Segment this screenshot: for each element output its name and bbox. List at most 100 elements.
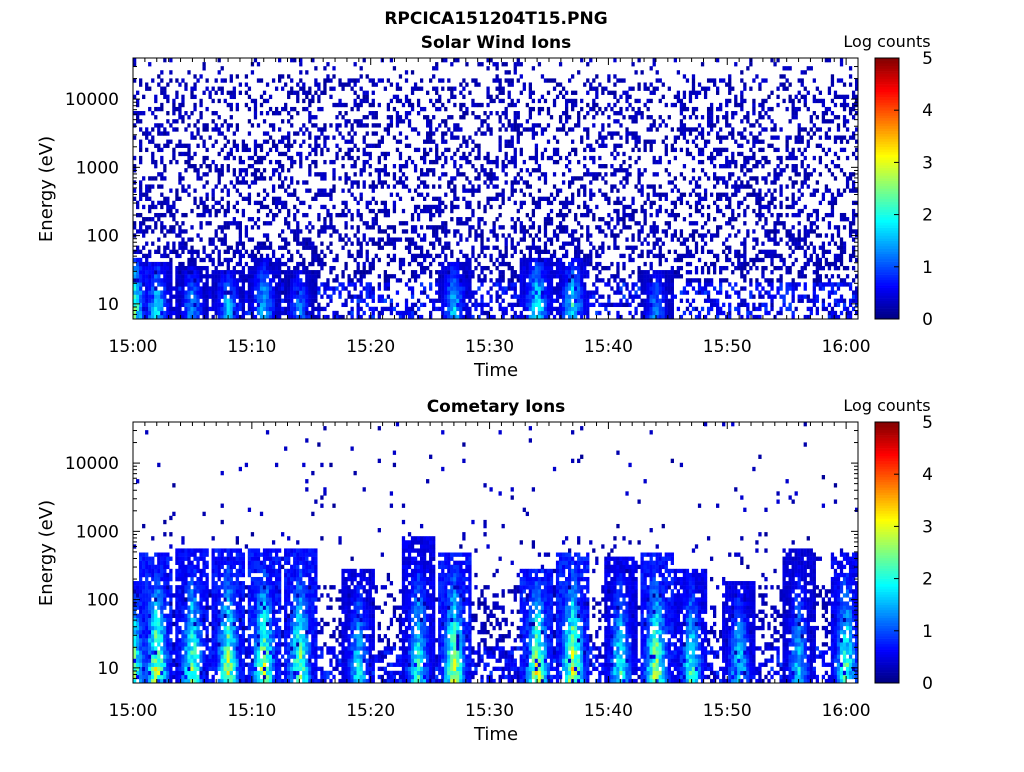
heatmap-cell [534, 290, 539, 295]
heatmap-cell [679, 265, 684, 271]
heatmap-cell [685, 106, 690, 112]
heatmap-cell [250, 249, 255, 254]
heatmap-cell [178, 106, 182, 112]
heatmap-cell [432, 74, 436, 79]
heatmap-cell [232, 270, 236, 275]
heatmap-cell [362, 123, 366, 128]
heatmap-cell [719, 164, 723, 169]
heatmap-cell [208, 212, 212, 218]
heatmap-cell [706, 86, 711, 91]
heatmap-cell [401, 172, 406, 177]
heatmap-cell [247, 94, 252, 100]
heatmap-cell [679, 241, 684, 246]
heatmap-cell [540, 257, 545, 263]
heatmap-cell [142, 111, 146, 116]
heatmap-cell [495, 257, 499, 263]
heatmap-cell [287, 314, 291, 320]
heatmap-cell [489, 298, 493, 303]
heatmap-cell [725, 115, 729, 120]
heatmap-cell [238, 82, 242, 87]
heatmap-cell [444, 290, 448, 295]
heatmap-cell [223, 286, 227, 291]
heatmap-cell [332, 204, 336, 210]
heatmap-cell [392, 106, 397, 112]
heatmap-cell [410, 90, 415, 95]
heatmap-cell [628, 204, 632, 210]
heatmap-cell [456, 294, 460, 299]
heatmap-cell [516, 314, 520, 320]
heatmap-cell [148, 176, 152, 181]
heatmap-cell [519, 261, 523, 267]
heatmap-cell [166, 286, 170, 291]
heatmap-cell [320, 241, 324, 246]
heatmap-cell [703, 188, 708, 193]
heatmap-cell [271, 261, 276, 267]
heatmap-cell [226, 306, 230, 312]
heatmap-cell [725, 111, 729, 116]
heatmap-cell [543, 241, 548, 246]
heatmap-cell [178, 115, 182, 120]
heatmap-cell [244, 102, 249, 108]
heatmap-cell [178, 151, 182, 157]
heatmap-cell [341, 82, 345, 87]
heatmap-cell [410, 70, 415, 75]
heatmap-cell [670, 286, 674, 291]
heatmap-cell [489, 127, 493, 132]
heatmap-cell [335, 127, 339, 132]
heatmap-cell [522, 86, 526, 91]
heatmap-cell [290, 90, 294, 95]
heatmap-cell [685, 147, 690, 153]
heatmap-cell [160, 221, 164, 226]
heatmap-cell [274, 290, 279, 295]
heatmap-cell [534, 278, 539, 283]
heatmap-cell [495, 290, 499, 295]
heatmap-cell [574, 310, 578, 316]
heatmap-cell [595, 298, 599, 303]
heatmap-cell [577, 111, 581, 116]
heatmap-cell [223, 282, 227, 287]
heatmap-cell [577, 192, 581, 197]
heatmap-cell [235, 123, 239, 128]
heatmap-cell [238, 241, 242, 246]
heatmap-cell [519, 176, 523, 181]
heatmap-cell [637, 86, 641, 91]
heatmap-cell [670, 208, 674, 214]
heatmap-cell [371, 82, 375, 87]
heatmap-cell [664, 310, 668, 316]
heatmap-cell [465, 221, 469, 226]
heatmap-cell [610, 106, 614, 112]
heatmap-cell [716, 135, 720, 140]
heatmap-cell [513, 70, 517, 75]
heatmap-cell [205, 123, 209, 128]
heatmap-cell [377, 155, 381, 161]
heatmap-cell [423, 155, 427, 161]
heatmap-cell [374, 143, 378, 148]
heatmap-cell [371, 123, 375, 128]
heatmap-cell [447, 184, 451, 189]
heatmap-cell [552, 270, 557, 275]
heatmap-cell [365, 90, 369, 95]
heatmap-cell [416, 86, 421, 91]
heatmap-cell [338, 212, 342, 218]
heatmap-cell [157, 74, 161, 79]
heatmap-cell [646, 106, 650, 112]
heatmap-cell [281, 74, 285, 79]
heatmap-cell [441, 314, 445, 320]
heatmap-cell [371, 98, 375, 104]
heatmap-cell [453, 290, 457, 295]
heatmap-cell [580, 302, 584, 308]
heatmap-cell [586, 102, 590, 108]
heatmap-cell [583, 294, 587, 299]
heatmap-cell [166, 253, 170, 259]
heatmap-cell [311, 253, 315, 259]
heatmap-cell [438, 94, 442, 100]
heatmap-cell [181, 270, 185, 275]
heatmap-cell [256, 265, 261, 271]
heatmap-cell [643, 302, 647, 308]
heatmap-cell [133, 62, 137, 67]
heatmap-cell [302, 290, 306, 295]
heatmap-cell [649, 127, 653, 132]
heatmap-cell [558, 261, 563, 267]
heatmap-cell [655, 310, 659, 316]
heatmap-cell [356, 253, 360, 259]
